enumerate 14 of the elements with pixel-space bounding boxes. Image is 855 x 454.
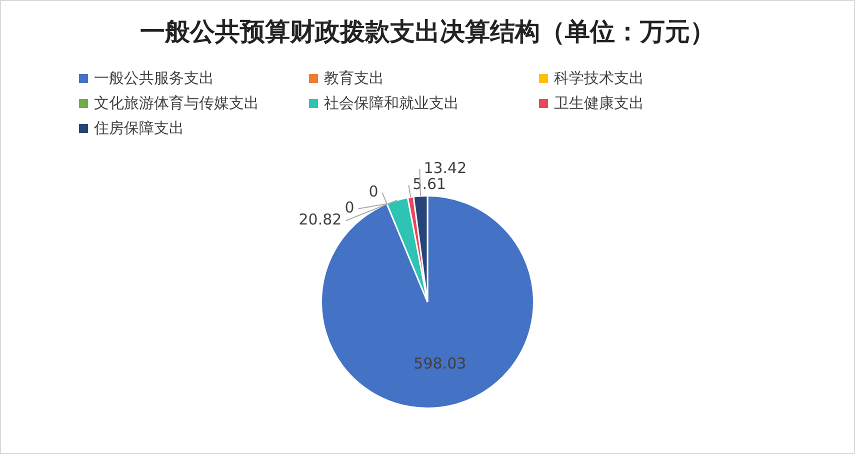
data-label: 13.42 <box>424 158 467 177</box>
legend-label: 社会保障和就业支出 <box>324 94 459 113</box>
text: 0 <box>368 182 378 201</box>
legend-label: 卫生健康支出 <box>554 94 644 113</box>
legend-label: 一般公共服务支出 <box>94 69 214 88</box>
data-label: 20.82 <box>298 210 342 229</box>
data-label: 598.03 <box>414 354 466 372</box>
chart-title: 一般公共预算财政拨款支出决算结构（单位：万元） <box>139 16 716 48</box>
legend-label: 文化旅游体育与传媒支出 <box>94 94 259 113</box>
text: 0 <box>344 198 354 217</box>
data-label: 5.61 <box>412 175 446 194</box>
legend-label: 科学技术支出 <box>554 69 644 88</box>
legend-label: 教育支出 <box>324 69 384 88</box>
legend-label: 住房保障支出 <box>94 119 184 138</box>
